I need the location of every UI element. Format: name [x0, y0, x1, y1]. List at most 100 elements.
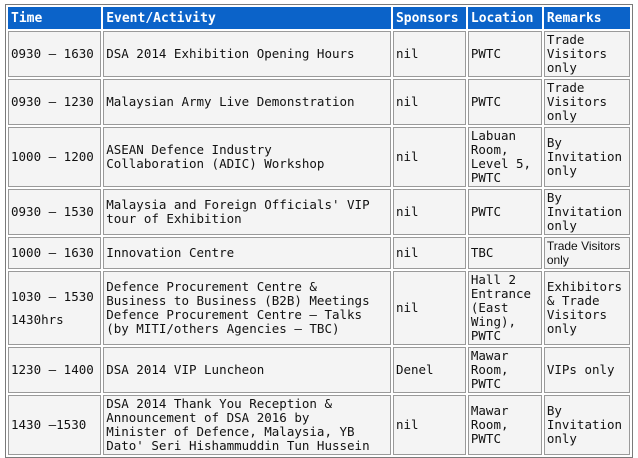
- event-cell: Malaysian Army Live Demonstration: [103, 79, 391, 125]
- location-cell-line: PWTC: [470, 94, 501, 109]
- remarks-cell-line: only: [546, 321, 577, 336]
- remarks-cell-line: only: [546, 60, 577, 75]
- time-cell: 0930 – 1230: [8, 79, 102, 125]
- event-cell-line: DSA 2014 Exhibition Opening Hours: [106, 46, 355, 61]
- event-cell-line: tour of Exhibition: [106, 211, 242, 226]
- table-header-row: Time Event/Activity Sponsors Location Re…: [8, 7, 630, 29]
- table-row: 1000 – 1200 ASEAN Defence Industry Collabo…: [8, 127, 630, 187]
- event-cell-line: Minister of Defence, Malaysia, YB: [106, 424, 355, 439]
- remarks-cell-line: VIPs only: [546, 362, 615, 377]
- event-cell-line: ASEAN Defence Industry: [106, 142, 272, 157]
- schedule-table-wrapper: Time Event/Activity Sponsors Location Re…: [5, 4, 633, 458]
- table-row: 1230 – 1400 DSA 2014 VIP Luncheon Denel Maw…: [8, 347, 630, 393]
- remarks-cell-line: By: [546, 135, 562, 150]
- time-cell: 1000 – 1630: [8, 237, 102, 269]
- remarks-cell: Trade Visitors only: [543, 31, 630, 77]
- table-row: 0930 – 1230 Malaysian Army Live Demonstra…: [8, 79, 630, 125]
- remarks-cell: Trade Visitors only: [543, 79, 630, 125]
- remarks-cell: By Invitation only: [543, 127, 630, 187]
- sponsor-cell: nil: [392, 237, 466, 269]
- event-cell: Innovation Centre: [103, 237, 391, 269]
- table-row: 0930 – 1530 Malaysia and Foreign Official…: [8, 189, 630, 235]
- time-cell: 1000 – 1200: [8, 127, 102, 187]
- table-row: 1030 – 1530 1430hrs Defence Procurement Ce…: [8, 271, 630, 345]
- table-row: 1000 – 1630 Innovation Centre nil TBC Trade …: [8, 237, 630, 269]
- event-cell-line: Dato' Seri Hishammuddin Tun Hussein: [106, 438, 370, 453]
- remarks-cell-line: Visitors: [546, 307, 608, 322]
- remarks-cell-line: Trade: [546, 32, 585, 47]
- time-cell-line: 1030 – 1530: [11, 288, 94, 304]
- sponsor-cell: nil: [392, 189, 466, 235]
- remarks-cell-line: Invitation: [546, 417, 623, 432]
- time-cell-line: 0930 – 1530: [11, 204, 94, 219]
- remarks-cell-line: Visitors: [546, 94, 608, 109]
- time-cell-line: 1430 –1530: [11, 417, 87, 432]
- location-cell-line: Room,: [470, 417, 509, 432]
- location-cell-line: Mawar: [470, 348, 509, 363]
- remarks-cell-line: only: [546, 218, 577, 233]
- location-cell-line: Hall 2: [470, 272, 517, 287]
- remarks-cell: VIPs only: [543, 347, 630, 393]
- sponsor-cell: nil: [392, 395, 466, 455]
- location-cell: TBC: [467, 237, 542, 269]
- event-cell-line: Innovation Centre: [106, 245, 235, 260]
- header-location: Location: [467, 7, 542, 29]
- location-cell-line: Room,: [470, 142, 509, 157]
- location-cell: Hall 2 Entrance (East Wing), PWTC: [467, 271, 542, 345]
- event-cell: ASEAN Defence Industry Collaboration (ADI…: [103, 127, 391, 187]
- sponsor-cell: nil: [392, 79, 466, 125]
- time-cell: 1030 – 1530 1430hrs: [8, 271, 102, 345]
- remarks-cell: Trade Visitors only: [543, 237, 630, 269]
- remarks-cell-line: Trade: [546, 80, 585, 95]
- remarks-cell-line: Invitation: [546, 204, 623, 219]
- event-cell-line: Announcement of DSA 2016 by: [106, 410, 310, 425]
- time-cell-line: 1000 – 1630: [11, 245, 94, 260]
- location-cell-line: Level 5,: [470, 156, 532, 171]
- location-cell-line: PWTC: [470, 376, 501, 391]
- event-cell-line: DSA 2014 VIP Luncheon: [106, 362, 265, 377]
- event-cell-line: Defence Procurement Centre &: [106, 279, 317, 294]
- header-time: Time: [8, 7, 102, 29]
- header-sponsors: Sponsors: [392, 7, 466, 29]
- event-cell-line: (by MITI/others Agencies – TBC): [106, 321, 340, 336]
- table-body: 0930 – 1630 DSA 2014 Exhibition Opening H…: [8, 31, 630, 455]
- time-cell-line: 1230 – 1400: [11, 362, 94, 377]
- remarks-cell-line: only: [546, 253, 569, 267]
- location-cell-line: TBC: [470, 245, 494, 260]
- location-cell-line: Entrance: [470, 286, 532, 301]
- time-cell-line: 0930 – 1230: [11, 94, 94, 109]
- remarks-cell: Exhibitors & Trade Visitors only: [543, 271, 630, 345]
- location-cell: Mawar Room, PWTC: [467, 395, 542, 455]
- location-cell: Labuan Room, Level 5, PWTC: [467, 127, 542, 187]
- remarks-cell-line: only: [546, 431, 577, 446]
- location-cell: PWTC: [467, 189, 542, 235]
- event-cell-line: Defence Procurement Centre – Talks: [106, 307, 363, 322]
- location-cell-line: PWTC: [470, 328, 501, 343]
- event-cell-line: DSA 2014 Thank You Reception &: [106, 396, 332, 411]
- header-remarks: Remarks: [543, 7, 630, 29]
- event-cell-line: Business to Business (B2B) Meetings: [106, 293, 370, 308]
- time-cell: 0930 – 1630: [8, 31, 102, 77]
- location-cell-line: PWTC: [470, 46, 501, 61]
- location-cell-line: Wing),: [470, 314, 517, 329]
- event-cell-line: Malaysian Army Live Demonstration: [106, 94, 355, 109]
- location-cell-line: Room,: [470, 362, 509, 377]
- event-cell-line: Collaboration (ADIC) Workshop: [106, 156, 325, 171]
- time-cell: 1430 –1530: [8, 395, 102, 455]
- sponsor-cell: nil: [392, 127, 466, 187]
- remarks-cell: By Invitation only: [543, 395, 630, 455]
- remarks-cell-line: only: [546, 108, 577, 123]
- remarks-cell-line: Trade Visitors: [546, 239, 621, 253]
- sponsor-cell: nil: [392, 271, 466, 345]
- location-cell: PWTC: [467, 31, 542, 77]
- remarks-cell-line: only: [546, 163, 577, 178]
- remarks-cell: By Invitation only: [543, 189, 630, 235]
- event-cell: Defence Procurement Centre & Business to …: [103, 271, 391, 345]
- event-schedule-table: Time Event/Activity Sponsors Location Re…: [5, 4, 633, 458]
- remarks-cell-line: Exhibitors: [546, 279, 623, 294]
- location-cell-line: PWTC: [470, 170, 501, 185]
- time-cell-line: 1000 – 1200: [11, 149, 94, 164]
- location-cell: PWTC: [467, 79, 542, 125]
- location-cell-line: PWTC: [470, 204, 501, 219]
- time-cell-line: 1430hrs: [11, 311, 64, 327]
